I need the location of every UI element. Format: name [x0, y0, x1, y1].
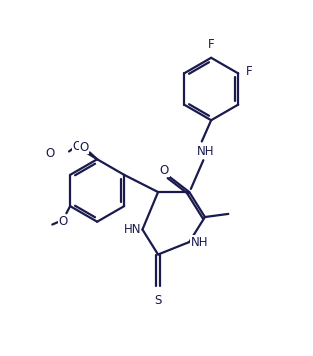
- Text: O: O: [160, 164, 169, 177]
- Text: NH: NH: [191, 236, 208, 248]
- Text: F: F: [246, 65, 253, 78]
- Text: HN: HN: [123, 223, 141, 236]
- Text: F: F: [208, 38, 214, 51]
- Text: O: O: [80, 141, 89, 154]
- Text: O: O: [59, 215, 68, 228]
- Text: NH: NH: [197, 145, 214, 158]
- Text: S: S: [154, 294, 162, 307]
- Text: O: O: [45, 147, 54, 161]
- Text: O: O: [73, 140, 82, 153]
